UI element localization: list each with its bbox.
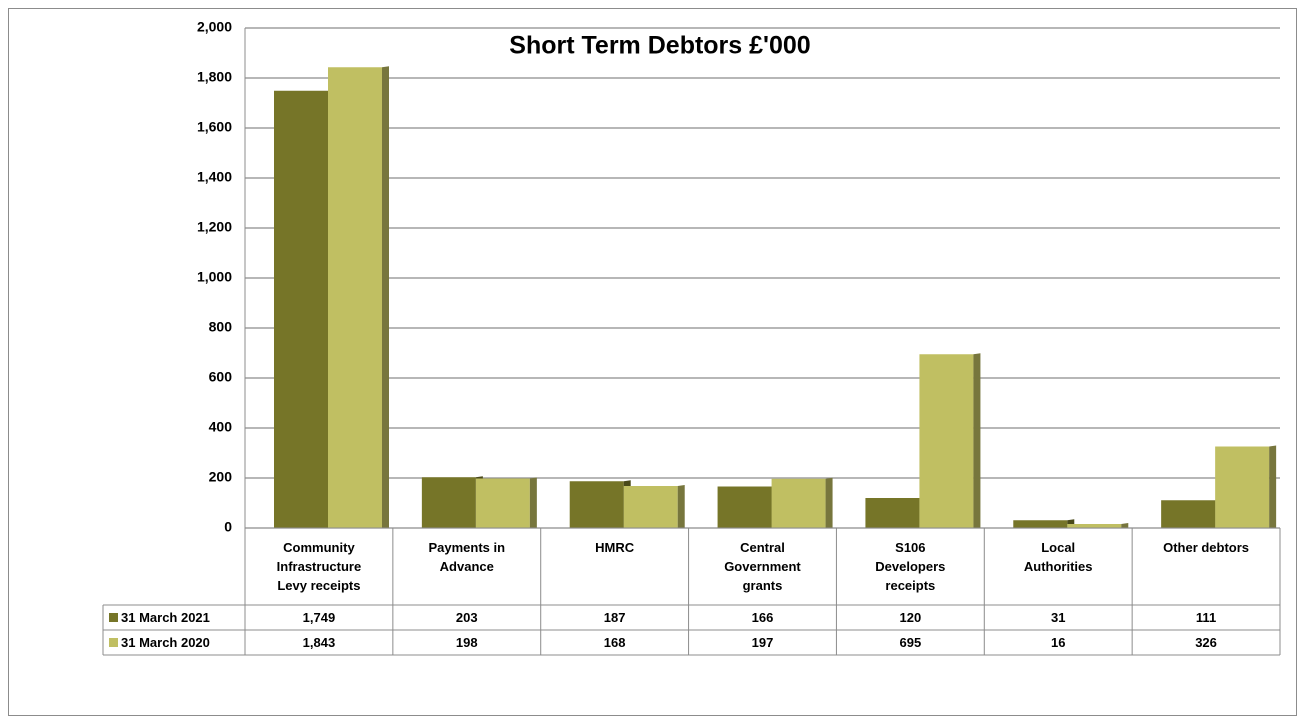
category-cell: Other debtors: [1132, 528, 1280, 605]
bar-front: [421, 477, 476, 528]
x-tick-label: Community Infrastructure Levy receipts: [276, 540, 362, 593]
x-tick-label: Central Government grants: [724, 540, 801, 593]
bar: [1161, 499, 1223, 528]
table-cell: 166: [689, 605, 837, 630]
bar-side: [529, 477, 537, 528]
bar-front: [569, 481, 624, 528]
y-tick-label: 0: [224, 519, 232, 535]
value-label: 198: [455, 635, 478, 650]
chart-border: [8, 8, 1297, 716]
bar-front: [1161, 500, 1216, 528]
value-label: 111: [1195, 610, 1217, 625]
table-cell: 168: [541, 630, 689, 655]
bar-front: [1215, 446, 1270, 528]
bar-front: [328, 67, 382, 528]
legend-key: [109, 613, 118, 622]
bar-side: [1121, 523, 1129, 528]
category-cell: HMRC: [541, 528, 689, 605]
bar: [717, 485, 779, 528]
y-tick-label: 600: [209, 369, 233, 385]
bar-front: [717, 486, 772, 528]
table-cell: 120: [836, 605, 984, 630]
value-label: 16: [1050, 635, 1066, 650]
bar-front: [475, 478, 530, 528]
y-tick-label: 200: [209, 469, 233, 485]
value-label: 197: [751, 635, 774, 650]
x-tick-label: Other debtors: [1163, 540, 1250, 555]
bar-side: [677, 485, 685, 528]
category-cell: Central Government grants: [689, 528, 837, 605]
y-tick-label: 400: [209, 419, 233, 435]
table-cell: 326: [1132, 630, 1280, 655]
table-cell: 695: [836, 630, 984, 655]
value-label: 1,749: [302, 610, 336, 625]
value-label: 1,843: [302, 635, 336, 650]
legend-cell: 31 March 2021: [103, 605, 245, 630]
x-tick-label: HMRC: [595, 540, 635, 555]
bar-side: [1269, 445, 1277, 528]
value-label: 187: [603, 610, 626, 625]
y-tick-label: 2,000: [197, 19, 232, 35]
chart-title: Short Term Debtors £'000: [509, 32, 810, 60]
y-tick-label: 1,000: [197, 269, 232, 285]
table-cell: 187: [541, 605, 689, 630]
category-cell: Payments in Advance: [393, 528, 541, 605]
bar: [865, 497, 927, 528]
bar-front: [771, 478, 826, 528]
legend-cell: 31 March 2020: [103, 630, 245, 655]
y-tick-label: 1,400: [197, 169, 232, 185]
value-label: 326: [1195, 635, 1217, 650]
legend-label: 31 March 2020: [121, 635, 210, 650]
value-label: 166: [751, 610, 774, 625]
bar: [421, 476, 483, 528]
value-label: 31: [1050, 610, 1066, 625]
category-cell: S106 Developers receipts: [836, 528, 984, 605]
bar: [771, 477, 833, 528]
bar-front: [1067, 524, 1122, 528]
legend-key: [109, 638, 118, 647]
bar: [623, 485, 685, 528]
value-label: 695: [899, 635, 922, 650]
x-tick-label: S106 Developers receipts: [875, 540, 946, 593]
bar-front: [274, 90, 328, 528]
bar: [328, 66, 389, 528]
table-cell: 1,749: [245, 605, 393, 630]
bar-side: [825, 477, 833, 528]
bar: [569, 480, 631, 528]
table-cell: 111: [1132, 605, 1280, 630]
bar: [919, 353, 981, 528]
bar-front: [865, 498, 920, 528]
bar: [475, 477, 537, 528]
bar: [274, 89, 335, 528]
category-cell: Local Authorities: [984, 528, 1132, 605]
y-tick-label: 1,200: [197, 219, 232, 235]
legend-label: 31 March 2021: [121, 610, 210, 625]
x-tick-label: Payments in Advance: [428, 540, 506, 574]
value-label: 120: [899, 610, 922, 625]
bar-front: [1013, 520, 1068, 528]
x-tick-label: Local Authorities: [1023, 540, 1093, 574]
bar-side: [382, 66, 389, 528]
category-cell: Community Infrastructure Levy receipts: [245, 528, 393, 605]
bar-side: [973, 353, 981, 528]
value-label: 168: [603, 635, 626, 650]
table-cell: 203: [393, 605, 541, 630]
table-cell: 16: [984, 630, 1132, 655]
y-tick-label: 800: [209, 319, 233, 335]
bar: [1067, 523, 1129, 528]
table-cell: 198: [393, 630, 541, 655]
y-tick-label: 1,600: [197, 119, 232, 135]
table-cell: 31: [984, 605, 1132, 630]
bar: [1215, 445, 1277, 528]
bar-front: [919, 354, 974, 528]
bar: [1013, 519, 1075, 528]
y-tick-label: 1,800: [197, 69, 232, 85]
bar-front: [623, 486, 678, 528]
table-cell: 197: [689, 630, 837, 655]
table-cell: 1,843: [245, 630, 393, 655]
value-label: 203: [455, 610, 478, 625]
